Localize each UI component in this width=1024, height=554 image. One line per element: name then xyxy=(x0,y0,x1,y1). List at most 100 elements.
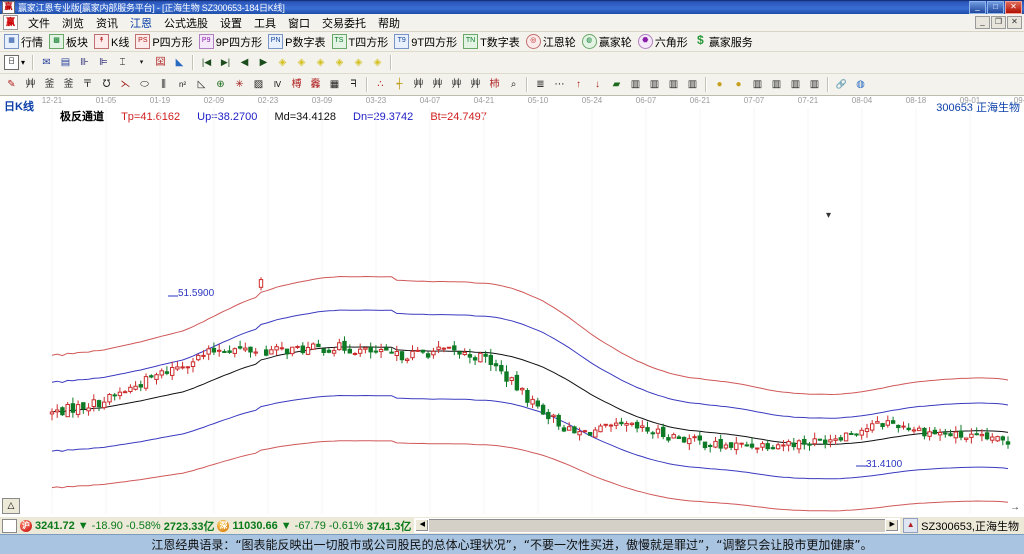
marker-icon[interactable]: ▰ xyxy=(612,78,621,90)
ruler-red2-icon[interactable]: 䆐 xyxy=(310,78,321,90)
gold-coin-icon[interactable]: ● xyxy=(716,78,723,90)
menu-item-browse[interactable]: 浏览 xyxy=(62,17,84,30)
wave-icon[interactable]: Ⅳ xyxy=(273,79,282,89)
grid-lines-icon[interactable]: 艸 xyxy=(25,78,36,90)
magnify-icon[interactable]: ⌕ xyxy=(510,78,517,90)
circle-cross-icon[interactable]: ⊕ xyxy=(216,78,225,90)
angle-icon[interactable]: ◺ xyxy=(197,78,206,90)
first-page-icon[interactable]: |◀ xyxy=(201,57,212,67)
expand-panel-button[interactable]: △ xyxy=(2,498,20,514)
bar3-icon[interactable]: ⊫ xyxy=(99,56,108,68)
menu-item-settings[interactable]: 设置 xyxy=(220,17,242,30)
menu-item-news[interactable]: 资讯 xyxy=(96,17,118,30)
comb3-icon[interactable]: 艸 xyxy=(451,78,462,90)
child-minimize-button[interactable]: _ xyxy=(975,16,990,29)
bars8-icon[interactable]: ▥ xyxy=(809,78,820,90)
toolbar-button-p-square[interactable]: PS P四方形 xyxy=(133,34,196,50)
toolbar-button-service[interactable]: $ 赢家服务 xyxy=(692,34,757,50)
toolbar-button-quotes[interactable]: ▦ 行情 xyxy=(2,34,47,50)
channel-icon[interactable]: ⫼ xyxy=(161,78,166,90)
box-icon[interactable]: ▨ xyxy=(253,78,264,90)
harmonic-icon[interactable]: ᖷ xyxy=(350,78,357,90)
child-restore-button[interactable]: ❐ xyxy=(991,16,1006,29)
gold-ratio2-icon[interactable]: 釜 xyxy=(63,78,74,90)
diamond-wide-icon[interactable]: ◈ xyxy=(316,56,325,68)
minimize-button[interactable]: _ xyxy=(969,0,986,14)
diamond-down-icon[interactable]: ◈ xyxy=(373,56,382,68)
scroll-right-icon[interactable]: → xyxy=(1010,502,1020,513)
diamond-up-icon[interactable]: ◈ xyxy=(354,56,363,68)
dotted-icon[interactable]: ⋯ xyxy=(554,78,565,90)
child-close-button[interactable]: ✕ xyxy=(1007,16,1022,29)
ruler-red-icon[interactable]: 榑 xyxy=(291,78,302,90)
menu-item-formula-screen[interactable]: 公式选股 xyxy=(164,17,208,30)
fan-icon[interactable]: ⋋ xyxy=(120,78,131,90)
toolbar-button-winner-wheel[interactable]: ◍ 赢家轮 xyxy=(580,34,636,50)
bars4-icon[interactable]: ▥ xyxy=(687,78,698,90)
toolbar-button-9p-square[interactable]: P9 9P四方形 xyxy=(197,34,266,50)
diamond-left-icon[interactable]: ◈ xyxy=(278,56,287,68)
toolbar-button-blocks[interactable]: ▩ 板块 xyxy=(47,34,92,50)
star-icon[interactable]: ✳ xyxy=(235,78,244,90)
dots-icon[interactable]: ∴ xyxy=(377,78,384,90)
menu-item-file[interactable]: 文件 xyxy=(28,17,50,30)
shanghai-icon[interactable]: 沪 xyxy=(20,519,32,532)
menu-item-window[interactable]: 窗口 xyxy=(288,17,310,30)
diamond-narrow-icon[interactable]: ◈ xyxy=(335,56,344,68)
maximize-button[interactable]: □ xyxy=(987,0,1004,14)
arrow-up-red-icon[interactable]: ↑ xyxy=(576,78,581,90)
bars5-icon[interactable]: ▥ xyxy=(752,78,763,90)
menu-item-trade[interactable]: 交易委托 xyxy=(322,17,366,30)
square-n2-icon[interactable]: n² xyxy=(178,79,187,89)
comb2-icon[interactable]: 艸 xyxy=(432,78,443,90)
close-button[interactable]: ✕ xyxy=(1005,0,1022,14)
bar2-icon[interactable]: ⊪ xyxy=(80,56,89,68)
status-scrollbar[interactable]: ◀ ▶ xyxy=(414,518,901,533)
bars2-icon[interactable]: ▥ xyxy=(649,78,660,90)
toolbar-button-9t-square[interactable]: T9 9T四方形 xyxy=(392,34,461,50)
gold-ratio-icon[interactable]: 釜 xyxy=(44,78,55,90)
arrow-dn-icon[interactable]: ↓ xyxy=(595,78,600,90)
toolbar-button-hexagon[interactable]: ⬣ 六角形 xyxy=(636,34,692,50)
pattern-icon[interactable]: 囶 xyxy=(155,56,166,68)
globe-icon[interactable]: ◍ xyxy=(856,78,865,90)
status-stock[interactable]: ▲ SZ300653,正海生物 xyxy=(903,518,1022,534)
scroll-left-button[interactable]: ◀ xyxy=(415,519,430,532)
gold-coin2-icon[interactable]: ● xyxy=(735,78,742,90)
toolbar-button-p-number-table[interactable]: PN P数字表 xyxy=(266,34,329,50)
comb4-icon[interactable]: 艸 xyxy=(470,78,481,90)
bars6-icon[interactable]: ▥ xyxy=(771,78,782,90)
comb-icon[interactable]: 艸 xyxy=(413,78,424,90)
grid-icon[interactable] xyxy=(2,518,17,533)
flag-icon[interactable]: ◣ xyxy=(175,56,184,68)
bars-icon[interactable]: ▥ xyxy=(630,78,641,90)
last-page-icon[interactable]: ▶| xyxy=(220,57,231,67)
text-red-icon[interactable]: 杮 xyxy=(489,78,500,90)
period-selector[interactable]: 日 ▾ xyxy=(2,55,29,70)
percent-icon[interactable]: 〒 xyxy=(82,78,93,90)
ellipse-icon[interactable]: ⬭ xyxy=(140,78,149,90)
ladder-icon[interactable]: ≣ xyxy=(536,78,545,90)
bars3-icon[interactable]: ▥ xyxy=(668,78,679,90)
toolbar-button-kline[interactable]: ↟ K线 xyxy=(92,34,133,50)
envelope-icon[interactable]: ✉ xyxy=(42,56,51,68)
pen-icon[interactable]: ✎ xyxy=(7,78,16,90)
toolbar-button-gann-wheel[interactable]: ◎ 江恩轮 xyxy=(524,34,580,50)
toolbar-button-t-number-table[interactable]: TN T数字表 xyxy=(461,34,524,50)
menu-item-help[interactable]: 帮助 xyxy=(378,17,400,30)
scroll-right-button[interactable]: ▶ xyxy=(885,519,900,532)
prev-icon[interactable]: ◀ xyxy=(240,56,249,68)
spiral-icon[interactable]: ᘮ xyxy=(102,78,111,90)
plus-small-icon[interactable]: ┽ xyxy=(396,78,403,90)
bars7-icon[interactable]: ▥ xyxy=(790,78,801,90)
chevron-down-icon[interactable]: ▾ xyxy=(139,59,144,66)
menu-item-tools[interactable]: 工具 xyxy=(254,17,276,30)
table-icon[interactable]: ▦ xyxy=(329,78,340,90)
measure-icon[interactable]: ⌶ xyxy=(119,56,126,68)
diamond-right-icon[interactable]: ◈ xyxy=(297,56,306,68)
link-icon[interactable]: 🔗 xyxy=(835,79,848,89)
next-icon[interactable]: ▶ xyxy=(259,56,268,68)
chart-area[interactable]: 日K线 300653 正海生物 12-21 01-05 01-19 02-09 02-2… xyxy=(0,96,1024,516)
note-icon[interactable]: ▤ xyxy=(60,56,71,68)
toolbar-button-t-square[interactable]: TS T四方形 xyxy=(330,34,393,50)
